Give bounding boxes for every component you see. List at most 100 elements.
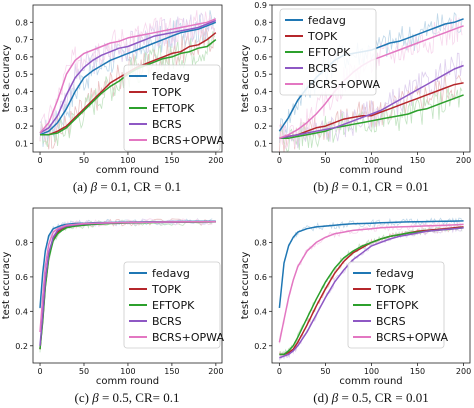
y-axis-label: test accuracy (240, 45, 251, 113)
legend-label-bcrs-plus-opwa: BCRS+OPWA (152, 134, 224, 147)
series-line-bcrs-plus-opwa (39, 18, 217, 134)
y-tick-label: 0.6 (254, 53, 267, 62)
y-axis-label: test accuracy (1, 45, 12, 113)
series-line-bcrs-plus-opwa (39, 220, 216, 333)
y-tick-label: 0.5 (254, 70, 267, 79)
legend-label-eftopk: EFTOPK (308, 46, 351, 59)
x-tick-label: 150 (410, 156, 425, 165)
caption-rest: = 0.5, CR= 0.1 (99, 390, 180, 405)
panel-c: 0 50 100 150 200 0.2 0.4 0.6 0.8 comm round test a… (1, 207, 224, 405)
legend-box (347, 261, 445, 349)
plot-frame (271, 4, 471, 153)
raw-trace-fedavg (39, 10, 215, 147)
caption: (d) β = 0.5, CR = 0.01 (313, 390, 428, 405)
x-tick-label: 150 (410, 367, 425, 376)
y-tick-label: 0.4 (254, 307, 267, 316)
legend-label-bcrs: BCRS (152, 118, 182, 131)
series-lines (39, 220, 216, 350)
y-tick-label: 0.6 (254, 273, 267, 282)
x-tick-label: 0 (277, 367, 282, 376)
y-tick-label: 0.8 (254, 18, 267, 27)
y-tick-label: 0.7 (254, 36, 267, 45)
legend-label-eftopk: EFTOPK (376, 299, 419, 312)
x-tick-label: 150 (164, 156, 179, 165)
x-tick-label: 0 (37, 156, 42, 165)
y-axis-label: test accuracy (240, 252, 251, 320)
x-tick-label: 0 (277, 156, 282, 165)
y-tick-label: 0.7 (15, 36, 28, 45)
series-line-bcrs-plus-opwa (278, 223, 464, 343)
legend-box (123, 261, 221, 349)
series-line-fedavg (278, 220, 464, 308)
legend-label-bcrs-plus-opwa: BCRS+OPWA (152, 331, 224, 344)
x-tick-label: 100 (364, 367, 379, 376)
legend-box (123, 64, 221, 152)
legend-label-topk: TOPK (307, 30, 338, 43)
y-tick-label: 0.3 (254, 105, 267, 114)
caption-beta: β (331, 179, 339, 194)
x-axis-label: comm round (96, 376, 159, 387)
series-line-fedavg (39, 21, 217, 136)
x-tick-label: 50 (79, 367, 89, 376)
x-tick-label: 0 (37, 367, 42, 376)
x-tick-label: 50 (320, 367, 330, 376)
series-lines (278, 220, 464, 359)
raw-trace-bcrs (279, 225, 463, 361)
legend-label-fedavg: fedavg (152, 70, 190, 83)
caption-rest: = 0.1, CR = 0.01 (338, 179, 429, 194)
legend: fedavg TOPK EFTOPK BCRS BCRS+OPWA (123, 261, 224, 349)
x-tick-label: 100 (120, 367, 135, 376)
x-tick-label: 200 (208, 367, 223, 376)
x-tick-label: 50 (79, 156, 89, 165)
panel-b: 0 50 100 150 200 0.1 0.2 0.3 0.4 0.5 0.6 0.7 0.8 0.9 c… (240, 1, 471, 194)
x-axis-label: comm round (96, 165, 159, 176)
plot-frame (271, 207, 471, 364)
x-tick-label: 100 (120, 156, 135, 165)
legend-label-bcrs-plus-opwa: BCRS+OPWA (308, 78, 380, 91)
legend-label-topk: TOPK (151, 283, 182, 296)
x-axis-label: comm round (339, 165, 402, 176)
y-tick-label: 0.9 (254, 1, 267, 10)
panel-d: 0 50 100 150 200 0.2 0.4 0.6 0.8 comm round test a… (240, 207, 471, 405)
y-tick-label: 0.4 (15, 307, 28, 316)
series-line-bcrs (279, 227, 464, 359)
x-tick-label: 150 (164, 367, 179, 376)
legend-label-eftopk: EFTOPK (152, 299, 195, 312)
series-line-eftopk (279, 94, 464, 139)
y-tick-label: 0.6 (15, 53, 28, 62)
series-line-topk (279, 226, 464, 356)
caption-prefix: (c) (75, 390, 93, 405)
y-tick-label: 0.2 (254, 122, 267, 131)
x-tick-label: 50 (320, 156, 330, 165)
x-axis-label: comm round (339, 376, 402, 387)
legend-label-bcrs-plus-opwa: BCRS+OPWA (376, 331, 448, 344)
caption-prefix: (b) (313, 179, 331, 194)
x-tick-label: 200 (456, 156, 471, 165)
caption-rest: = 0.5, CR = 0.01 (338, 390, 429, 405)
series-line-topk (279, 82, 464, 139)
panel-a: 0 50 100 150 200 0.1 0.2 0.3 0.4 0.5 0.6 0.7 0.8 comm… (1, 4, 224, 194)
legend-box (279, 8, 377, 96)
legend: fedavg TOPK EFTOPK BCRS BCRS+OPWA (123, 64, 224, 152)
legend-label-eftopk: EFTOPK (152, 102, 195, 115)
plot-frame (32, 4, 223, 153)
legend-label-topk: TOPK (375, 283, 406, 296)
legend-label-fedavg: fedavg (152, 267, 190, 280)
y-tick-label: 0.2 (254, 342, 267, 351)
x-tick-label: 200 (208, 156, 223, 165)
y-tick-label: 0.2 (15, 122, 28, 131)
caption-beta: β (90, 179, 98, 194)
y-axis-label: test accuracy (1, 252, 12, 320)
y-tick-label: 0.2 (15, 342, 28, 351)
plot-frame (32, 207, 223, 364)
x-tick-label: 200 (456, 367, 471, 376)
caption: (a) β = 0.1, CR = 0.1 (73, 179, 181, 194)
y-tick-label: 0.6 (15, 273, 28, 282)
y-tick-label: 0.8 (254, 238, 267, 247)
caption-beta: β (331, 390, 339, 405)
y-tick-label: 0.1 (254, 139, 267, 148)
series-line-bcrs (39, 19, 217, 134)
legend-label-bcrs: BCRS (376, 315, 406, 328)
y-tick-label: 0.5 (15, 70, 28, 79)
